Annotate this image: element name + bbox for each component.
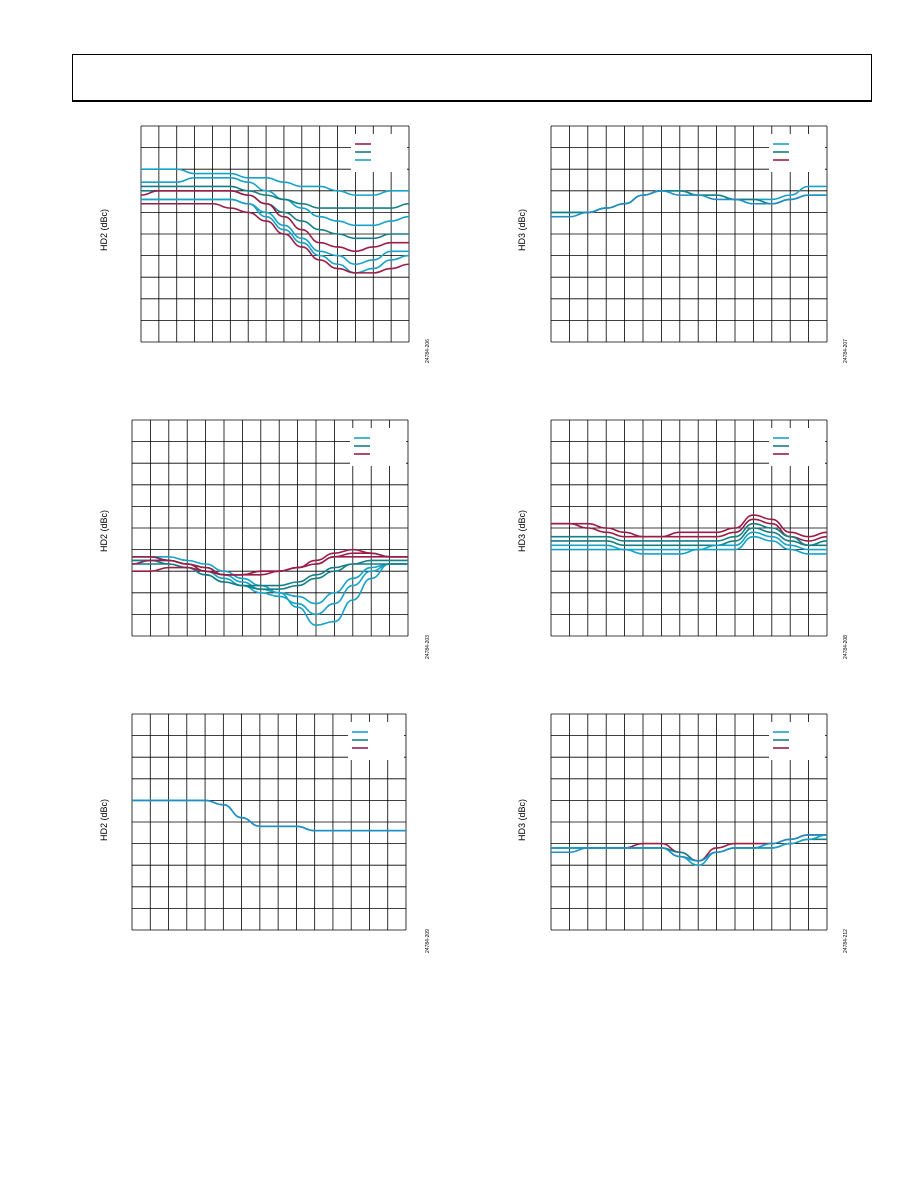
page-header-box bbox=[72, 54, 872, 102]
chart-plot bbox=[131, 419, 409, 637]
legend-box bbox=[351, 134, 407, 172]
chart-panel-5: HD2 (dBc) 24784-209 bbox=[96, 710, 436, 970]
series-line-1 bbox=[550, 514, 828, 538]
chart-plot bbox=[140, 125, 410, 343]
figure-id: 24784-203 bbox=[425, 635, 431, 659]
legend-box bbox=[769, 722, 825, 760]
legend-box bbox=[350, 428, 406, 466]
series-line-6 bbox=[141, 198, 410, 274]
chart-plot bbox=[550, 713, 828, 931]
series-line-4 bbox=[550, 531, 827, 551]
chart-panel-2: HD3 (dBc) 24784-207 bbox=[514, 120, 854, 380]
series-line-7 bbox=[140, 202, 410, 274]
chart-plot bbox=[550, 419, 828, 637]
series-line-0 bbox=[550, 518, 828, 542]
series-line-3 bbox=[550, 834, 827, 862]
series-line-6 bbox=[131, 552, 408, 576]
series-line-2 bbox=[550, 189, 827, 218]
legend-box bbox=[769, 428, 825, 466]
figure-id: 24784-212 bbox=[843, 929, 849, 953]
figure-id: 24784-207 bbox=[843, 339, 849, 363]
series-line-2 bbox=[550, 522, 828, 547]
legend-box bbox=[348, 722, 404, 760]
series-line-2 bbox=[140, 185, 410, 209]
figure-id: 24784-206 bbox=[425, 339, 431, 363]
series-line-1 bbox=[551, 190, 827, 214]
chart-panel-6: HD3 (dBc) 24784-212 bbox=[514, 710, 854, 970]
series-line-0 bbox=[140, 168, 409, 196]
series-line-5 bbox=[551, 535, 827, 555]
series-line-4 bbox=[132, 559, 408, 587]
chart-panel-4: HD3 (dBc) 24784-208 bbox=[514, 416, 854, 676]
chart-plot bbox=[550, 125, 828, 343]
chart-panel-1: HD2 (dBc) 24784-206 bbox=[96, 120, 436, 380]
chart-panel-3: HD2 (dBc) 24784-203 bbox=[96, 416, 436, 676]
figure-id: 24784-208 bbox=[843, 635, 849, 659]
figure-id: 24784-209 bbox=[425, 929, 431, 953]
series-line-1 bbox=[550, 838, 827, 862]
series-line-3 bbox=[551, 527, 827, 547]
series-line-4 bbox=[140, 190, 409, 253]
legend-box bbox=[769, 134, 825, 172]
series-line-1 bbox=[141, 177, 410, 227]
chart-plot bbox=[131, 713, 407, 931]
series-line-7 bbox=[131, 556, 408, 576]
series-line-1 bbox=[132, 799, 406, 832]
